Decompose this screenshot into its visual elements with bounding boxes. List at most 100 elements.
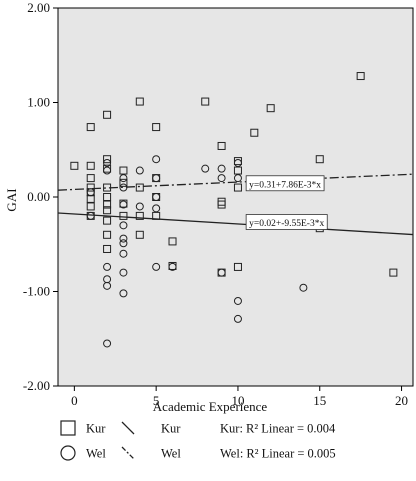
point-wel — [119, 268, 128, 277]
point-wel — [119, 239, 128, 248]
fit-equation-box — [245, 175, 325, 192]
point-kur — [135, 97, 144, 106]
legend: Kur Kur Kur: R² Linear = 0.004 Wel Wel Wel: R… — [60, 420, 336, 461]
legend-marker-label: Wel — [86, 447, 106, 461]
y-tick-label: 1.00 — [27, 95, 50, 110]
fit-equation-kur: y=0.02+-9.55E-3*x — [249, 219, 324, 229]
point-wel — [233, 174, 242, 183]
point-wel — [135, 166, 144, 175]
point-kur — [135, 183, 144, 192]
point-kur — [266, 104, 275, 113]
point-kur — [135, 211, 144, 220]
point-wel — [152, 174, 161, 183]
point-wel — [103, 262, 112, 271]
point-kur — [201, 97, 210, 106]
point-wel — [119, 183, 128, 192]
x-tick-label: 0 — [71, 393, 78, 408]
point-kur — [103, 183, 112, 192]
point-wel — [168, 262, 177, 271]
point-kur — [233, 183, 242, 192]
x-tick-label: 20 — [395, 393, 408, 408]
y-tick-label: 0.00 — [27, 189, 50, 204]
point-kur — [119, 178, 128, 187]
point-wel — [86, 188, 95, 197]
point-wel — [217, 174, 226, 183]
fit-equations: y=0.02+-9.55E-3*x y=0.31+7.86E-3*x — [245, 175, 328, 230]
point-kur — [217, 200, 226, 209]
point-kur — [135, 230, 144, 239]
legend-r2-text: Kur: R² Linear = 0.004 — [220, 422, 336, 436]
x-tick-label: 15 — [313, 393, 326, 408]
point-kur — [86, 123, 95, 132]
y-tick-label: 2.00 — [27, 0, 50, 15]
fit-equation-wel: y=0.31+7.86E-3*x — [249, 180, 321, 190]
axes: 2.00 1.00 0.00 -1.00 -2.00 0 5 10 15 20 — [23, 0, 408, 408]
legend-marker-circle — [60, 445, 76, 461]
point-kur — [86, 161, 95, 170]
point-wel — [152, 262, 161, 271]
plot-area — [57, 7, 414, 387]
legend-marker-square — [60, 420, 76, 436]
fit-line-wel — [57, 173, 414, 191]
point-kur — [103, 230, 112, 239]
point-kur — [103, 155, 112, 164]
point-kur — [86, 174, 95, 183]
legend-line-label: Wel — [161, 447, 181, 461]
point-kur — [119, 211, 128, 220]
point-kur — [356, 72, 365, 81]
y-tick-label: -2.00 — [23, 378, 50, 393]
data-points — [70, 72, 398, 348]
point-wel — [217, 164, 226, 173]
point-kur — [152, 123, 161, 132]
point-kur — [70, 161, 79, 170]
point-wel — [103, 339, 112, 348]
point-wel — [152, 155, 161, 164]
point-wel — [233, 314, 242, 323]
point-wel — [119, 249, 128, 258]
y-tick-label: -1.00 — [23, 284, 50, 299]
point-kur — [103, 206, 112, 215]
point-kur — [250, 128, 259, 137]
point-kur — [217, 141, 226, 150]
point-kur — [86, 183, 95, 192]
point-kur — [103, 110, 112, 119]
point-wel — [152, 204, 161, 213]
point-wel — [119, 221, 128, 230]
point-wel — [86, 211, 95, 220]
point-kur — [86, 202, 95, 211]
legend-line-solid — [121, 421, 135, 435]
x-tick-label: 10 — [231, 393, 244, 408]
point-wel — [135, 202, 144, 211]
point-wel — [119, 200, 128, 209]
point-wel — [103, 281, 112, 290]
point-kur — [119, 166, 128, 175]
point-kur — [103, 200, 112, 209]
point-wel — [103, 166, 112, 175]
point-wel — [201, 164, 210, 173]
point-wel — [119, 234, 128, 243]
fit-line-kur — [57, 212, 414, 236]
x-tick-label: 5 — [153, 393, 160, 408]
legend-line-label: Kur — [161, 422, 181, 436]
point-kur — [103, 244, 112, 253]
point-wel — [233, 296, 242, 305]
point-kur — [103, 193, 112, 201]
point-wel — [152, 193, 161, 201]
point-kur — [389, 268, 398, 277]
point-wel — [299, 283, 308, 292]
fit-equation-box — [245, 214, 328, 230]
point-wel — [119, 289, 128, 298]
point-kur — [315, 155, 324, 164]
point-kur — [233, 262, 242, 271]
x-axis-title: Academic Experience — [153, 399, 268, 414]
legend-r2-text: Wel: R² Linear = 0.005 — [220, 447, 336, 461]
point-wel — [233, 158, 242, 167]
fit-lines — [57, 173, 414, 236]
point-kur — [168, 237, 177, 246]
y-axis-title: GAI — [4, 188, 19, 211]
legend-marker-label: Kur — [86, 422, 106, 436]
point-wel — [119, 174, 128, 183]
point-wel — [103, 158, 112, 167]
legend-line-dashdot — [121, 446, 135, 460]
